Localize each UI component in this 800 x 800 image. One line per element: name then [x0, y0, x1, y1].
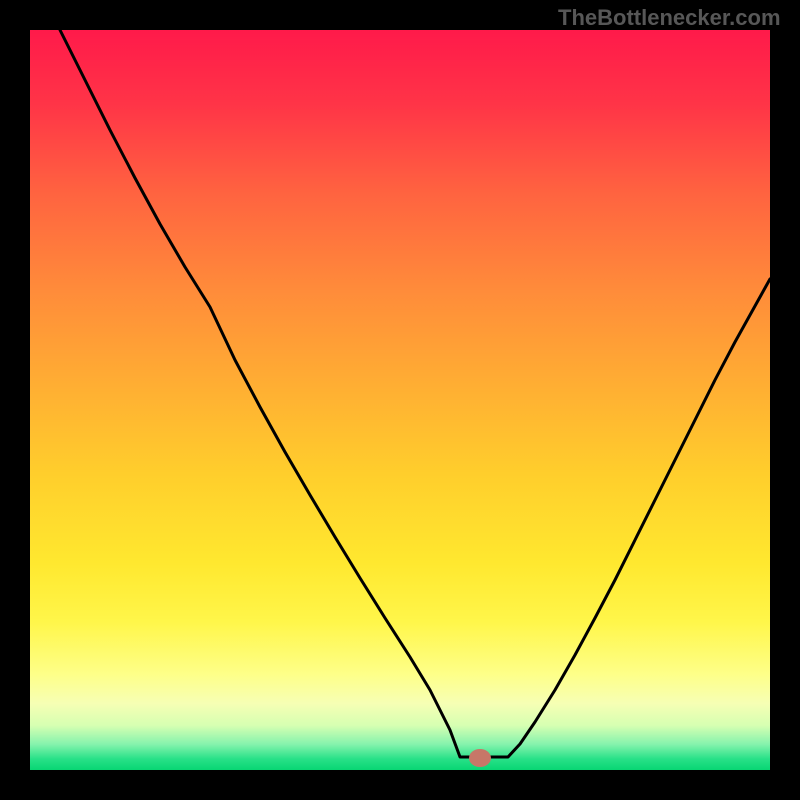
plot-area — [30, 30, 770, 770]
watermark-text: TheBottlenecker.com — [558, 5, 781, 31]
gradient-background — [30, 30, 770, 770]
chart-canvas: TheBottlenecker.com — [0, 0, 800, 800]
